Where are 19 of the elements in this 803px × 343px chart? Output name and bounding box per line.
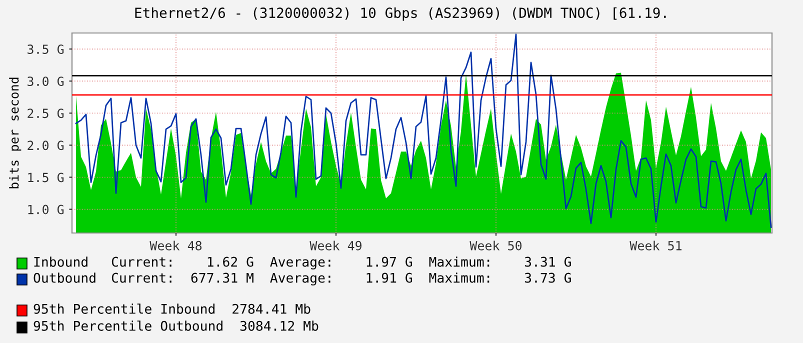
y-tick-label: 1.0 G <box>28 204 64 214</box>
line-series <box>75 34 772 228</box>
chart-title: Ethernet2/6 - (3120000032) 10 Gbps (AS23969) (DWDM TNOC) [61.19. <box>135 7 666 21</box>
y-axis-title: bits per second <box>9 78 22 188</box>
legend-label: 95th Percentile Inbound 2784.41 Mb <box>34 304 310 314</box>
legend-label: Inbound <box>34 256 88 267</box>
x-tick-label: Week 48 <box>150 240 202 250</box>
x-tick-label: Week 49 <box>310 240 362 250</box>
text: Current: 1.62 G Average: 1.97 G Maximum: 3.31 G <box>112 256 571 270</box>
text: Current: 677.31 M Average: 1.91 G Maximum: 3.73 G <box>112 272 571 286</box>
y-tick-label: 1.5 G <box>28 172 64 182</box>
y-tick-label: 2.0 G <box>28 140 64 150</box>
y-tick-label: 3.5 G <box>28 44 64 54</box>
x-tick-label: Week 50 <box>470 240 522 250</box>
y-tick-label: 2.5 G <box>28 108 64 118</box>
x-tick-label: Week 51 <box>630 240 682 250</box>
legend-label: 95th Percentile Outbound 3084.12 Mb <box>34 320 318 331</box>
legend-label: Outbound <box>34 272 96 283</box>
y-tick-label: 3.0 G <box>28 76 64 86</box>
